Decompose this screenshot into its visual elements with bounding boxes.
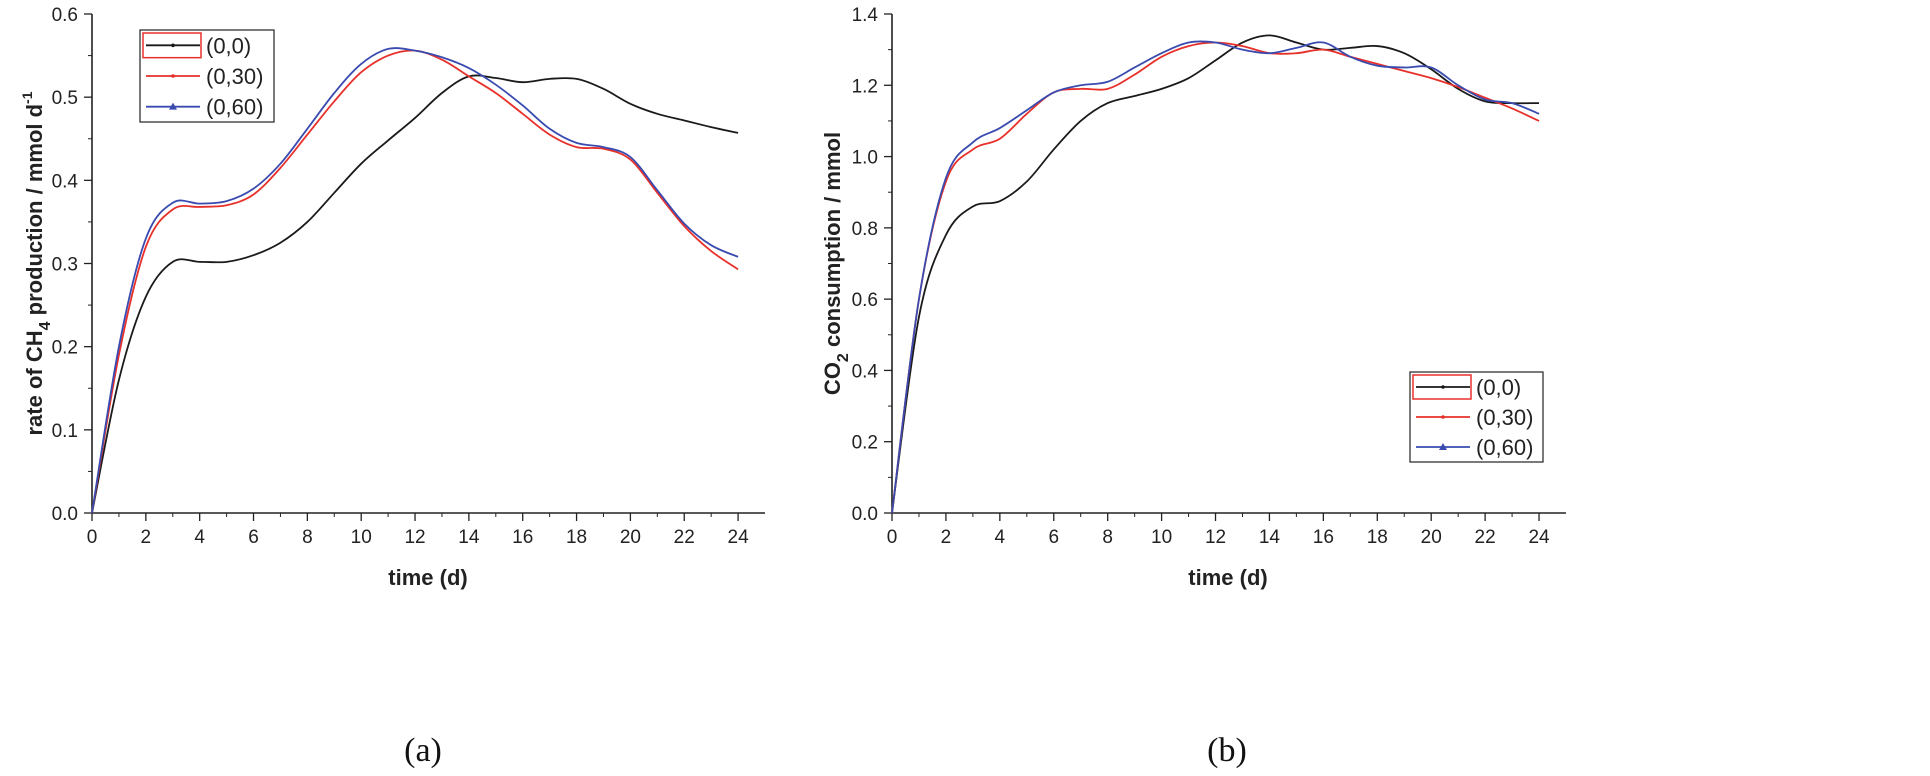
panel-b-ylabel-sub: 2 [835,353,852,362]
panel-b-caption: (b) [1207,732,1247,769]
panel-a-y-tick-label: 0.1 [52,421,78,442]
panel-a-x-tick-label: 22 [674,527,695,548]
panel-a-ylabel-post: production / mmol d [22,104,47,322]
panel-a-x-tick-label: 14 [458,527,480,548]
panel-a-caption: (a) [404,732,442,769]
panel-b-series-line-1 [891,41,1540,514]
panel-b-x-tick-label: 4 [995,527,1006,548]
panel-b-x-tick-label: 10 [1151,527,1172,548]
chart-panel-a: 0 2 4 6 8 10 12 14 16 18 20 22 240.00.10.20.30.40.50… [19,5,765,769]
panel-b-x-tick-label: 12 [1205,527,1226,548]
panel-a-ylabel-sup: -1 [19,91,35,104]
panel-a-x-tick-label: 4 [194,527,205,548]
panel-a-x-tick-label: 6 [248,527,259,548]
panel-a-y-axis-label: rate of CH4 production / mmol d-1 [19,91,54,435]
panel-b-y-tick-label: 0.8 [852,219,878,240]
panel-b-x-tick-label: 20 [1421,527,1442,548]
panel-b-y-tick-label: 0.6 [852,290,878,311]
panel-a-legend-label-2: (0,60) [206,95,263,120]
panel-b-legend-marker-1 [1441,415,1445,419]
panel-b-x-tick-label: 14 [1259,527,1281,548]
panel-b-y-tick-label: 0.0 [852,504,878,525]
panel-b-series [891,34,1540,514]
panel-a-series-line-0 [91,74,739,514]
panel-b-y-tick-label: 0.2 [852,433,878,454]
panel-a-x-axis-label: time (d) [388,565,467,590]
panel-b-y-tick-label: 1.0 [852,148,878,169]
panel-b-x-tick-label: 0 [887,527,898,548]
panel-a-x-tick-label: 20 [620,527,641,548]
panel-b-legend-label-0: (0,0) [1476,375,1521,400]
panel-b-x-tick-label: 2 [941,527,952,548]
panel-a-legend-marker-2 [169,102,177,110]
panel-a-legend-highlight [142,32,202,59]
panel-a-x-tick-label: 10 [351,527,372,548]
panel-a-ylabel-sub: 4 [37,321,54,330]
panel-a-x-tick-label: 24 [728,527,750,548]
panel-b-ylabel-pre: CO [820,362,845,395]
chart-panel-b: 0 2 4 6 8 10 12 14 16 18 20 22 240.00.20.40.60.81.01… [820,5,1566,769]
panel-a-y-tick-label: 0.5 [52,88,78,109]
panel-b-x-tick-label: 8 [1102,527,1113,548]
panel-a-ticks: 0 2 4 6 8 10 12 14 16 18 20 22 240.00.10.20.30.40.50… [52,5,749,548]
panel-b-y-axis-label: CO2 consumption / mmol [820,132,852,395]
panel-b-legend-label-1: (0,30) [1476,405,1533,430]
panel-a-legend-marker-1 [171,74,175,78]
panel-a-series-line-1 [91,49,739,514]
panel-a-series [91,47,739,514]
panel-a-x-tick-label: 16 [512,527,533,548]
panel-a-y-tick-label: 0.4 [52,171,79,192]
panel-b-legend-marker-2 [1439,443,1447,450]
panel-b-legend: (0,0) (0,30) (0,60) [1409,371,1544,463]
panel-b-x-tick-label: 22 [1475,527,1496,548]
panel-a-x-tick-label: 18 [566,527,587,548]
panel-b-y-tick-label: 0.4 [852,361,879,382]
panel-b-legend-marker-0 [1441,385,1445,389]
panel-b-legend-highlight [1412,374,1472,400]
panel-a-ylabel-pre: rate of CH [22,330,47,435]
panel-a-legend-label-0: (0,0) [206,33,251,58]
panel-a-legend-label-1: (0,30) [206,64,263,89]
panel-b-legend-label-2: (0,60) [1476,435,1533,460]
panel-a-series-line-2 [91,47,739,514]
panel-a-x-tick-label: 0 [87,527,98,548]
panel-a-x-tick-label: 12 [404,527,425,548]
panel-a-x-tick-label: 2 [141,527,152,548]
panel-a-legend: (0,0) (0,30) (0,60) [139,29,275,123]
panel-b-x-tick-label: 18 [1367,527,1388,548]
panel-b-x-axis-label: time (d) [1188,565,1267,590]
panel-b-ylabel-post: consumption / mmol [820,132,845,353]
panel-b-series-line-2 [891,40,1540,514]
panel-a-legend-marker-0 [171,43,175,48]
panel-b-x-tick-label: 16 [1313,527,1334,548]
panel-a-y-tick-label: 0.2 [52,338,78,359]
panel-b-y-tick-label: 1.2 [852,76,878,97]
panel-b-series-line-0 [891,34,1540,514]
panel-b-ticks: 0 2 4 6 8 10 12 14 16 18 20 22 240.00.20.40.60.81.01… [852,5,1550,548]
panel-a-y-tick-label: 0.3 [52,255,78,276]
panel-a-x-tick-label: 8 [302,527,313,548]
panel-a-y-tick-label: 0.6 [52,5,78,26]
panel-b-x-tick-label: 6 [1048,527,1059,548]
panel-b-y-tick-label: 1.4 [852,5,879,26]
panel-a-y-tick-label: 0.0 [52,504,78,525]
panel-b-x-tick-label: 24 [1528,527,1550,548]
